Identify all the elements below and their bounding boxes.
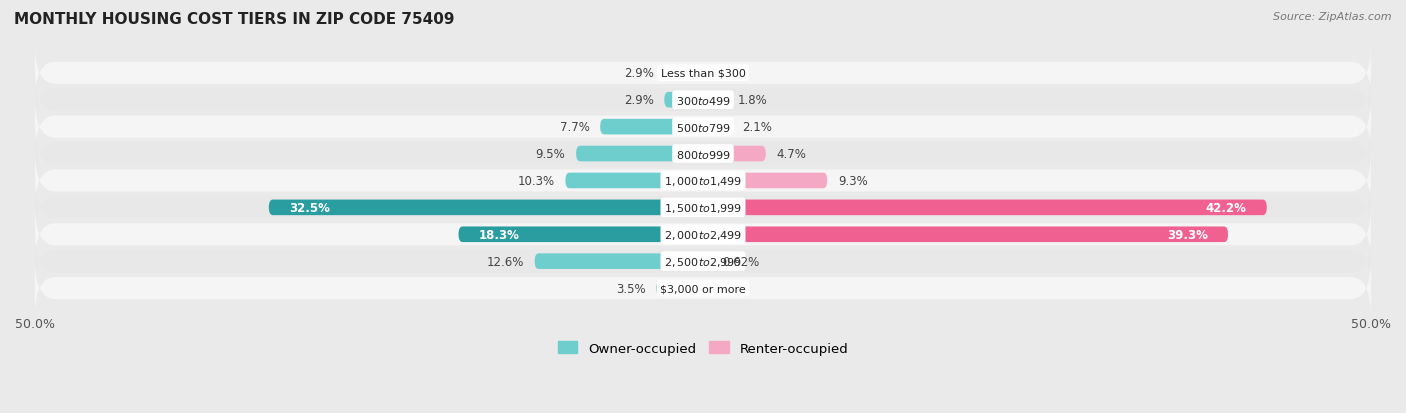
FancyBboxPatch shape — [458, 227, 703, 242]
Text: Source: ZipAtlas.com: Source: ZipAtlas.com — [1274, 12, 1392, 22]
FancyBboxPatch shape — [35, 44, 1371, 103]
Text: 0.62%: 0.62% — [721, 255, 759, 268]
FancyBboxPatch shape — [576, 146, 703, 162]
FancyBboxPatch shape — [703, 119, 731, 135]
FancyBboxPatch shape — [664, 93, 703, 108]
FancyBboxPatch shape — [703, 227, 1227, 242]
Text: $300 to $499: $300 to $499 — [675, 95, 731, 107]
Text: $2,500 to $2,999: $2,500 to $2,999 — [664, 255, 742, 268]
Text: 4.7%: 4.7% — [776, 148, 807, 161]
Text: 9.5%: 9.5% — [536, 148, 565, 161]
FancyBboxPatch shape — [703, 146, 766, 162]
Text: $500 to $799: $500 to $799 — [675, 121, 731, 133]
FancyBboxPatch shape — [703, 254, 711, 269]
FancyBboxPatch shape — [703, 200, 1267, 216]
Text: 3.5%: 3.5% — [616, 282, 645, 295]
Text: 12.6%: 12.6% — [486, 255, 524, 268]
Text: $800 to $999: $800 to $999 — [675, 148, 731, 160]
Text: $2,000 to $2,499: $2,000 to $2,499 — [664, 228, 742, 241]
Text: 2.1%: 2.1% — [742, 121, 772, 134]
Text: 1.8%: 1.8% — [738, 94, 768, 107]
FancyBboxPatch shape — [35, 205, 1371, 264]
FancyBboxPatch shape — [35, 152, 1371, 210]
FancyBboxPatch shape — [703, 93, 727, 108]
FancyBboxPatch shape — [565, 173, 703, 189]
Text: 9.3%: 9.3% — [838, 175, 868, 188]
FancyBboxPatch shape — [35, 125, 1371, 183]
Text: Less than $300: Less than $300 — [661, 69, 745, 78]
Text: 18.3%: 18.3% — [478, 228, 519, 241]
FancyBboxPatch shape — [269, 200, 703, 216]
Text: $3,000 or more: $3,000 or more — [661, 283, 745, 293]
Text: 2.9%: 2.9% — [624, 94, 654, 107]
Text: MONTHLY HOUSING COST TIERS IN ZIP CODE 75409: MONTHLY HOUSING COST TIERS IN ZIP CODE 7… — [14, 12, 454, 27]
FancyBboxPatch shape — [534, 254, 703, 269]
FancyBboxPatch shape — [35, 98, 1371, 157]
Legend: Owner-occupied, Renter-occupied: Owner-occupied, Renter-occupied — [553, 336, 853, 360]
Text: $1,000 to $1,499: $1,000 to $1,499 — [664, 175, 742, 188]
Text: 39.3%: 39.3% — [1167, 228, 1208, 241]
Text: 42.2%: 42.2% — [1206, 202, 1247, 214]
FancyBboxPatch shape — [703, 173, 827, 189]
Text: 2.9%: 2.9% — [624, 67, 654, 80]
Text: 32.5%: 32.5% — [288, 202, 330, 214]
Text: $1,500 to $1,999: $1,500 to $1,999 — [664, 202, 742, 214]
FancyBboxPatch shape — [35, 232, 1371, 291]
FancyBboxPatch shape — [600, 119, 703, 135]
FancyBboxPatch shape — [664, 66, 703, 81]
FancyBboxPatch shape — [35, 259, 1371, 318]
FancyBboxPatch shape — [657, 280, 703, 296]
Text: 10.3%: 10.3% — [517, 175, 555, 188]
FancyBboxPatch shape — [35, 178, 1371, 237]
FancyBboxPatch shape — [35, 71, 1371, 130]
Text: 7.7%: 7.7% — [560, 121, 589, 134]
